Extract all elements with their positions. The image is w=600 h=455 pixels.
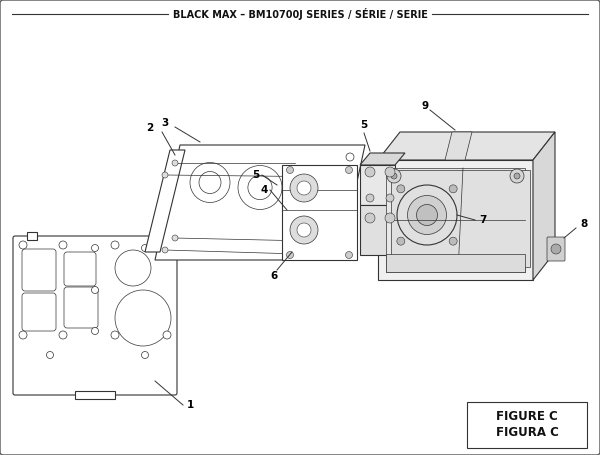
Circle shape <box>387 257 401 271</box>
Circle shape <box>346 252 353 258</box>
Text: 2: 2 <box>146 123 154 133</box>
Circle shape <box>162 172 168 178</box>
Circle shape <box>397 237 405 245</box>
FancyBboxPatch shape <box>13 236 177 395</box>
FancyBboxPatch shape <box>547 237 565 261</box>
Circle shape <box>449 185 457 193</box>
Circle shape <box>385 213 395 223</box>
Circle shape <box>391 261 397 267</box>
Polygon shape <box>386 254 525 272</box>
Polygon shape <box>27 232 37 240</box>
Text: 6: 6 <box>271 271 278 281</box>
FancyBboxPatch shape <box>467 402 587 448</box>
Text: FIGURA C: FIGURA C <box>496 426 559 440</box>
Circle shape <box>366 194 374 202</box>
Circle shape <box>391 173 397 179</box>
Circle shape <box>190 162 230 202</box>
Circle shape <box>115 250 151 286</box>
Polygon shape <box>282 165 357 260</box>
Circle shape <box>162 247 168 253</box>
Polygon shape <box>360 153 405 165</box>
Polygon shape <box>145 150 185 252</box>
Polygon shape <box>533 132 555 280</box>
Circle shape <box>510 257 524 271</box>
FancyBboxPatch shape <box>22 249 56 291</box>
Text: 9: 9 <box>421 101 428 111</box>
Circle shape <box>91 328 98 334</box>
Circle shape <box>142 244 149 252</box>
Circle shape <box>287 167 293 173</box>
Circle shape <box>290 216 318 244</box>
Circle shape <box>416 204 437 226</box>
Circle shape <box>290 174 318 202</box>
Text: 3: 3 <box>161 118 169 128</box>
Polygon shape <box>400 197 412 255</box>
Text: 4: 4 <box>260 185 268 195</box>
Circle shape <box>387 169 401 183</box>
Circle shape <box>385 167 395 177</box>
Polygon shape <box>155 145 365 260</box>
Circle shape <box>19 241 27 249</box>
Text: BLACK MAX – BM10700J SERIES / SÉRIE / SERIE: BLACK MAX – BM10700J SERIES / SÉRIE / SE… <box>173 8 427 20</box>
Polygon shape <box>360 165 395 205</box>
Circle shape <box>449 237 457 245</box>
Polygon shape <box>75 391 115 399</box>
Polygon shape <box>378 132 555 160</box>
Circle shape <box>514 261 520 267</box>
Circle shape <box>514 173 520 179</box>
Text: 5: 5 <box>361 120 368 130</box>
Circle shape <box>365 167 375 177</box>
Circle shape <box>291 173 339 222</box>
Circle shape <box>365 213 375 223</box>
Circle shape <box>407 196 446 234</box>
Circle shape <box>111 331 119 339</box>
Text: 8: 8 <box>580 219 587 229</box>
Circle shape <box>115 290 171 346</box>
Circle shape <box>297 223 311 237</box>
Polygon shape <box>360 205 400 255</box>
Circle shape <box>510 169 524 183</box>
Circle shape <box>397 185 457 245</box>
Circle shape <box>59 331 67 339</box>
Text: 7: 7 <box>479 215 487 225</box>
Circle shape <box>91 287 98 293</box>
Circle shape <box>248 175 272 200</box>
Circle shape <box>111 241 119 249</box>
Circle shape <box>163 241 171 249</box>
FancyBboxPatch shape <box>64 252 96 286</box>
Circle shape <box>91 244 98 252</box>
Circle shape <box>287 252 293 258</box>
Circle shape <box>346 153 354 161</box>
FancyBboxPatch shape <box>64 287 98 328</box>
Text: FIGURE C: FIGURE C <box>496 410 558 424</box>
Circle shape <box>551 244 561 254</box>
Circle shape <box>297 181 311 195</box>
FancyBboxPatch shape <box>22 293 56 331</box>
Circle shape <box>386 194 394 202</box>
Circle shape <box>172 160 178 166</box>
Circle shape <box>199 172 221 193</box>
Circle shape <box>397 185 405 193</box>
Text: 1: 1 <box>187 400 194 410</box>
Polygon shape <box>153 232 163 240</box>
Circle shape <box>163 331 171 339</box>
Circle shape <box>346 167 353 173</box>
Circle shape <box>346 169 354 177</box>
Circle shape <box>302 184 328 211</box>
Circle shape <box>172 235 178 241</box>
Circle shape <box>142 352 149 359</box>
Circle shape <box>238 166 282 209</box>
Circle shape <box>19 331 27 339</box>
Polygon shape <box>445 132 472 160</box>
Text: 5: 5 <box>253 170 260 180</box>
Polygon shape <box>391 170 530 267</box>
Polygon shape <box>386 168 525 272</box>
Circle shape <box>59 241 67 249</box>
Polygon shape <box>378 160 533 280</box>
Circle shape <box>47 352 53 359</box>
